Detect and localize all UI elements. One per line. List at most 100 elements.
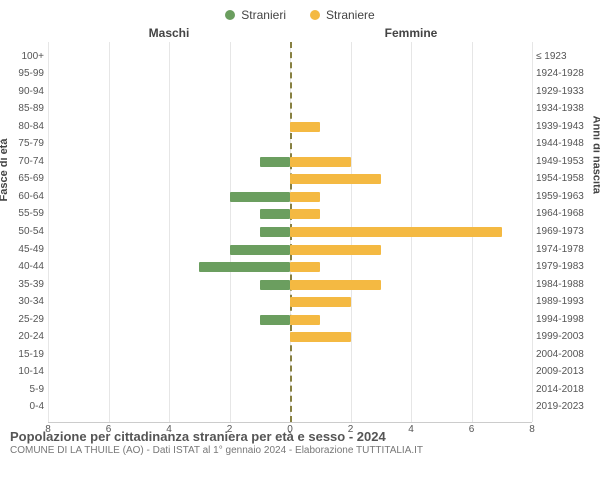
bar-m bbox=[260, 280, 290, 290]
chart-row: 50-541969-1973 bbox=[48, 225, 532, 239]
chart-row: 80-841939-1943 bbox=[48, 120, 532, 134]
x-tick: 0 bbox=[287, 424, 293, 435]
age-label: 20-24 bbox=[18, 330, 44, 344]
age-label: 10-14 bbox=[18, 365, 44, 379]
bar-m bbox=[260, 315, 290, 325]
bar-f bbox=[290, 297, 351, 307]
birth-label: 1924-1928 bbox=[536, 67, 584, 81]
chart-row: 55-591964-1968 bbox=[48, 207, 532, 221]
bar-m bbox=[260, 157, 290, 167]
legend: Stranieri Straniere bbox=[0, 0, 600, 26]
birth-label: 2004-2008 bbox=[536, 348, 584, 362]
chart-row: 40-441979-1983 bbox=[48, 260, 532, 274]
age-label: 40-44 bbox=[18, 260, 44, 274]
birth-label: 2019-2023 bbox=[536, 400, 584, 414]
legend-item-f: Straniere bbox=[310, 8, 375, 22]
legend-label-f: Straniere bbox=[326, 8, 375, 22]
bar-f bbox=[290, 227, 502, 237]
age-label: 85-89 bbox=[18, 102, 44, 116]
age-label: 45-49 bbox=[18, 243, 44, 257]
bar-f bbox=[290, 280, 381, 290]
chart-row: 20-241999-2003 bbox=[48, 330, 532, 344]
age-label: 35-39 bbox=[18, 278, 44, 292]
birth-label: 1934-1938 bbox=[536, 102, 584, 116]
x-tick: 2 bbox=[348, 424, 354, 435]
chart-row: 25-291994-1998 bbox=[48, 313, 532, 327]
bar-m bbox=[260, 209, 290, 219]
age-label: 55-59 bbox=[18, 207, 44, 221]
chart-row: 30-341989-1993 bbox=[48, 295, 532, 309]
legend-label-m: Stranieri bbox=[241, 8, 286, 22]
chart-row: 95-991924-1928 bbox=[48, 67, 532, 81]
birth-label: 1989-1993 bbox=[536, 295, 584, 309]
chart-row: 65-691954-1958 bbox=[48, 172, 532, 186]
birth-label: 2014-2018 bbox=[536, 383, 584, 397]
age-label: 90-94 bbox=[18, 85, 44, 99]
age-label: 0-4 bbox=[30, 400, 44, 414]
x-tick: 6 bbox=[106, 424, 112, 435]
birth-label: 1939-1943 bbox=[536, 120, 584, 134]
chart-row: 100+≤ 1923 bbox=[48, 50, 532, 64]
bar-f bbox=[290, 332, 351, 342]
y-axis-title-right: Anni di nascita bbox=[590, 115, 600, 193]
age-label: 15-19 bbox=[18, 348, 44, 362]
age-label: 70-74 bbox=[18, 155, 44, 169]
x-tick: 4 bbox=[408, 424, 414, 435]
x-tick: 2 bbox=[227, 424, 233, 435]
age-label: 25-29 bbox=[18, 313, 44, 327]
chart-row: 90-941929-1933 bbox=[48, 85, 532, 99]
caption-subtitle: COMUNE DI LA THUILE (AO) - Dati ISTAT al… bbox=[10, 445, 590, 456]
birth-label: 1979-1983 bbox=[536, 260, 584, 274]
birth-label: 1954-1958 bbox=[536, 172, 584, 186]
bar-f bbox=[290, 209, 320, 219]
bar-f bbox=[290, 192, 320, 202]
bar-f bbox=[290, 315, 320, 325]
chart-area: Fasce di età Anni di nascita 864202468 1… bbox=[0, 42, 600, 423]
bar-m bbox=[199, 262, 290, 272]
birth-label: 1969-1973 bbox=[536, 225, 584, 239]
header-maschi: Maschi bbox=[48, 26, 290, 40]
birth-label: 1994-1998 bbox=[536, 313, 584, 327]
chart-row: 0-42019-2023 bbox=[48, 400, 532, 414]
legend-swatch-m bbox=[225, 10, 235, 20]
age-label: 95-99 bbox=[18, 67, 44, 81]
x-tick: 4 bbox=[166, 424, 172, 435]
x-tick: 8 bbox=[529, 424, 535, 435]
birth-label: 1949-1953 bbox=[536, 155, 584, 169]
chart-row: 60-641959-1963 bbox=[48, 190, 532, 204]
birth-label: 1959-1963 bbox=[536, 190, 584, 204]
bar-m bbox=[260, 227, 290, 237]
birth-label: 1944-1948 bbox=[536, 137, 584, 151]
bar-m bbox=[230, 245, 291, 255]
chart-row: 5-92014-2018 bbox=[48, 383, 532, 397]
birth-label: ≤ 1923 bbox=[536, 50, 567, 64]
column-headers: Maschi Femmine bbox=[0, 26, 600, 40]
legend-swatch-f bbox=[310, 10, 320, 20]
age-label: 65-69 bbox=[18, 172, 44, 186]
grid-line bbox=[532, 42, 533, 422]
chart-row: 15-192004-2008 bbox=[48, 348, 532, 362]
birth-label: 1999-2003 bbox=[536, 330, 584, 344]
age-label: 100+ bbox=[21, 50, 44, 64]
age-label: 30-34 bbox=[18, 295, 44, 309]
header-femmine: Femmine bbox=[290, 26, 532, 40]
chart-row: 75-791944-1948 bbox=[48, 137, 532, 151]
chart-row: 70-741949-1953 bbox=[48, 155, 532, 169]
birth-label: 1929-1933 bbox=[536, 85, 584, 99]
birth-label: 1974-1978 bbox=[536, 243, 584, 257]
age-label: 5-9 bbox=[30, 383, 44, 397]
x-tick: 8 bbox=[45, 424, 51, 435]
birth-label: 1964-1968 bbox=[536, 207, 584, 221]
x-tick: 6 bbox=[469, 424, 475, 435]
birth-label: 2009-2013 bbox=[536, 365, 584, 379]
chart-row: 35-391984-1988 bbox=[48, 278, 532, 292]
bar-f bbox=[290, 174, 381, 184]
birth-label: 1984-1988 bbox=[536, 278, 584, 292]
chart-row: 10-142009-2013 bbox=[48, 365, 532, 379]
y-axis-title-left: Fasce di età bbox=[0, 138, 10, 201]
age-label: 75-79 bbox=[18, 137, 44, 151]
age-label: 50-54 bbox=[18, 225, 44, 239]
plot: 864202468 100+≤ 192395-991924-192890-941… bbox=[48, 42, 532, 423]
chart-row: 45-491974-1978 bbox=[48, 243, 532, 257]
bar-m bbox=[230, 192, 291, 202]
